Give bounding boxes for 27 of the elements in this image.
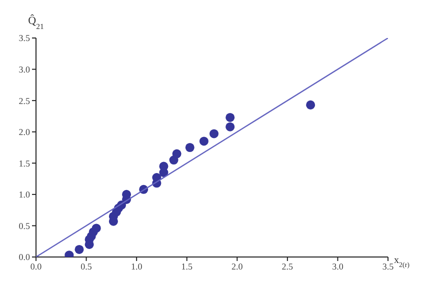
point <box>172 149 182 158</box>
y-tick-label: 0.5 <box>18 220 30 231</box>
point <box>306 100 316 110</box>
y-tick-label: 3.5 <box>18 33 30 44</box>
x-tick-label: 2.0 <box>232 261 244 272</box>
x-tick-label: 1.5 <box>181 261 193 272</box>
point <box>209 129 219 138</box>
x-tick-label: 1.0 <box>130 261 143 272</box>
y-tick-label: 0.0 <box>18 252 30 262</box>
x-tick-label: 0.5 <box>80 261 92 272</box>
x-tick-label: 2.5 <box>282 261 294 272</box>
x-tick-label: 0.0 <box>30 261 42 272</box>
point <box>226 112 235 122</box>
y-tick-label: 2.0 <box>18 127 30 138</box>
y-tick-label: 3.0 <box>18 64 30 74</box>
x-tick-label: 3.5 <box>382 261 394 272</box>
x-tick-label: 3.0 <box>332 261 344 272</box>
point <box>185 142 194 152</box>
point <box>74 244 84 254</box>
point <box>226 122 235 132</box>
y-axis-title: Q̂$_{21}$ <box>28 14 44 30</box>
y-tick-label: 1.5 <box>18 158 30 168</box>
y-tick-label: 2.5 <box>18 96 30 106</box>
y-tick-label: 1.0 <box>18 190 30 200</box>
point <box>199 136 208 146</box>
point <box>92 224 101 233</box>
x-axis-title: x$_{2(r)}$ <box>394 255 410 269</box>
